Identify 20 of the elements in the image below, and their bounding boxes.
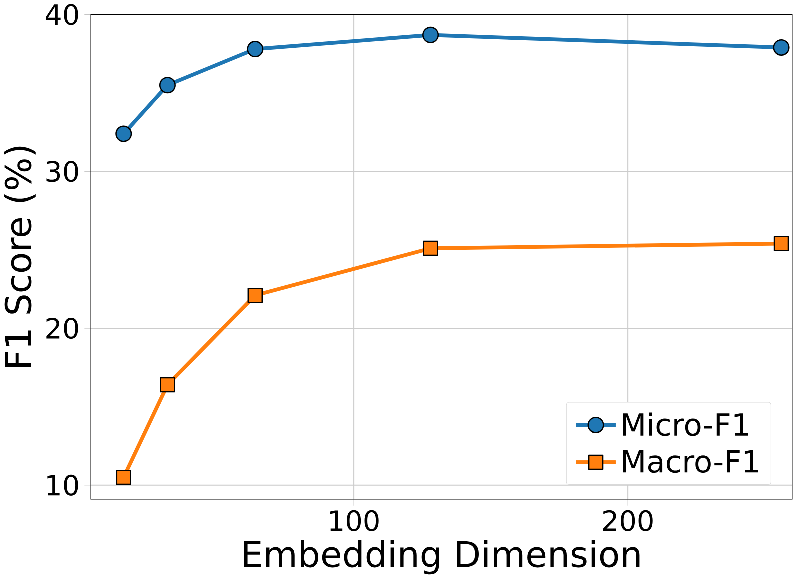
point xyxy=(116,126,132,142)
point xyxy=(773,40,790,56)
x-tick-label: 200 xyxy=(603,510,653,532)
point xyxy=(116,470,132,486)
y-axis-title: F1 Score (%) xyxy=(4,146,36,368)
y-tick-label: 40 xyxy=(46,4,78,26)
point xyxy=(159,77,176,94)
point xyxy=(422,27,440,44)
y-tick-label: 20 xyxy=(46,318,78,340)
x-axis-title: Embedding Dimension xyxy=(244,540,640,575)
y-tick-label: 10 xyxy=(48,474,78,496)
legend-label: Macro-F1 xyxy=(623,450,758,474)
point xyxy=(248,288,264,304)
point xyxy=(774,236,790,252)
point xyxy=(423,240,438,256)
y-tick-label: 30 xyxy=(46,161,78,182)
point xyxy=(247,41,264,58)
x-tick-label: 100 xyxy=(330,510,379,532)
legend-label: Micro-F1 xyxy=(623,412,748,436)
point xyxy=(160,377,176,393)
